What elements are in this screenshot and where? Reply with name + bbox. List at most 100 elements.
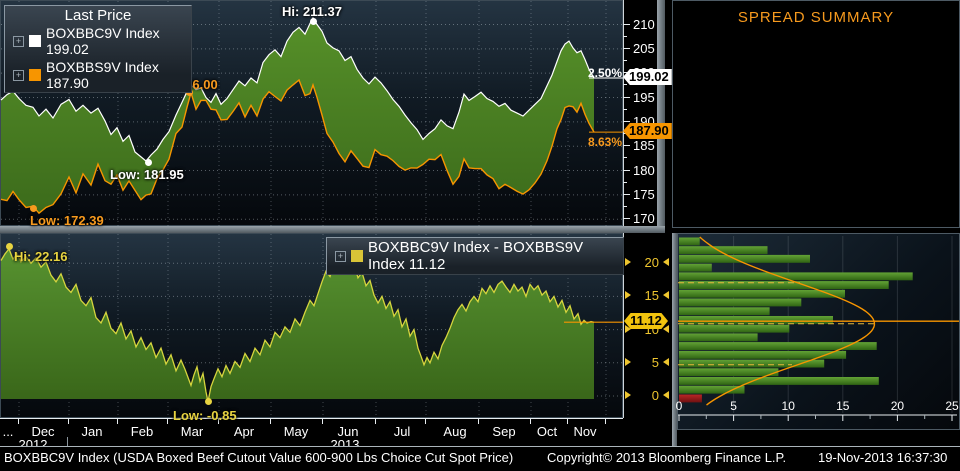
month-label: Dec [31,424,55,439]
year-separator [67,437,68,446]
axis-tick-label: 5 [651,355,659,370]
histogram-canvas: 0 5 10 15 20 25 [676,236,959,421]
footer-separator [0,446,960,447]
time-axis-tick [375,418,376,424]
axis-tick [623,218,630,219]
time-axis-tick [167,418,168,424]
svg-text:10: 10 [782,399,796,413]
tick-arrow-right-icon [625,258,631,266]
chart-annotation: Low: 172.39 [30,213,104,228]
axis-minor-tick [623,60,627,61]
pct-change-label: 2.50% [587,66,622,80]
tick-arrow-left-icon [663,391,669,399]
annotation-dot [145,159,152,166]
tick-arrow-right-icon [625,325,631,333]
time-axis-tick [270,418,271,424]
chart-annotation: Hi: 211.37 [282,4,342,19]
axis-tick [623,121,630,122]
month-label: Sep [492,424,516,439]
axis-tick-label: 170 [633,211,655,226]
month-label: Jun [337,424,359,439]
month-label: Jan [81,424,103,439]
spread-chart-canvas [0,234,624,419]
axis-tick-label: 180 [633,163,655,178]
pane-divider-horizontal[interactable] [0,226,665,233]
month-label: Apr [233,424,255,439]
axis-tick [623,72,630,73]
footer-description: BOXBBC9V Index (USDA Boxed Beef Cutout V… [4,450,514,465]
legend-title: Last Price [64,7,132,24]
time-axis-tick [117,418,118,424]
time-axis-tick [18,418,19,424]
chart-annotation: Low: -0.85 [173,408,237,423]
tick-arrow-right-icon [625,358,631,366]
tick-arrow-right-icon [625,391,631,399]
axis-tick-label: 0 [651,388,659,403]
tick-arrow-left-icon [663,258,669,266]
month-label: Oct [536,424,558,439]
annotation-dot [30,205,37,212]
pane-divider-vertical-top[interactable] [657,0,665,226]
axis-minor-tick [623,133,627,134]
month-label: May [283,424,309,439]
axis-tick-label: 185 [633,138,655,153]
month-label: Aug [443,424,467,439]
axis-tick [623,24,630,25]
footer-copyright: Copyright© 2013 Bloomberg Finance L.P. [547,450,787,465]
svg-text:25: 25 [945,399,959,413]
legend-row-boxbbs9v: + BOXBBS9V Index 187.90 [5,58,191,92]
spread-summary-title: SPREAD SUMMARY [737,9,895,26]
time-axis-tick [530,418,531,424]
legend-label: BOXBBC9V Index 199.02 [46,25,160,57]
axis-minor-tick [623,84,627,85]
legend-label: BOXBBS9V Index 187.90 [46,59,159,91]
axis-tick-label: 15 [644,288,659,303]
time-axis-tick [68,418,69,424]
series-swatch-yellow [351,250,363,262]
axis-line [623,0,624,226]
spread-y-axis: 20 15 10 5 0 11.12 [623,233,672,430]
series-swatch-orange [29,69,41,81]
svg-text:20: 20 [891,399,905,413]
spread-last-badge: 11.12 [624,313,668,329]
expand-icon[interactable]: + [13,35,24,47]
pct-change-label: 8.63% [587,135,622,149]
histogram-panel: 0 5 10 15 20 25 [676,233,960,430]
month-label: Jul [393,424,411,439]
axis-tick-label: 175 [633,187,655,202]
chart-annotation: Low: 181.95 [110,167,184,182]
chart-annotation: Hi: 22.16 [14,249,68,264]
axis-tick-label: 210 [633,17,655,32]
time-axis-tick [425,418,426,424]
axis-tick [623,97,630,98]
svg-text:0: 0 [676,399,683,413]
spread-chart-legend: + BOXBBC9V Index - BOXBBS9V Index 11.12 [326,237,624,275]
axis-minor-tick [623,36,627,37]
svg-text:5: 5 [730,399,737,413]
last-price-badge: 199.02 [623,69,672,85]
axis-minor-tick [623,109,627,110]
annotation-dot [205,398,212,405]
axis-tick [623,48,630,49]
time-axis: ... Dec Jan Feb Mar Apr May Jun Jul Aug Sep Oct Nov 2… [0,418,672,451]
tick-arrow-left-icon [663,291,669,299]
annotation-dot [310,18,317,25]
legend-row-boxbbc9v: + BOXBBC9V Index 199.02 [5,24,191,58]
month-label: Feb [130,424,154,439]
annotation-dot [6,243,13,250]
axis-line [623,233,624,418]
pane-divider-vertical-bottom[interactable] [672,233,677,446]
axis-tick [623,170,630,171]
expand-icon[interactable]: + [335,250,346,262]
footer-datetime: 19-Nov-2013 16:37:30 [818,450,948,465]
month-label: Mar [180,424,204,439]
spread-chart-pane: + BOXBBC9V Index - BOXBBS9V Index 11.12 … [0,233,624,423]
time-axis-tick [605,418,606,424]
axis-tick [623,194,630,195]
series-swatch-white [29,35,41,47]
time-axis-tick [567,418,568,424]
expand-icon[interactable]: + [13,69,24,81]
footer-bar: BOXBBC9V Index (USDA Boxed Beef Cutout V… [0,447,960,471]
